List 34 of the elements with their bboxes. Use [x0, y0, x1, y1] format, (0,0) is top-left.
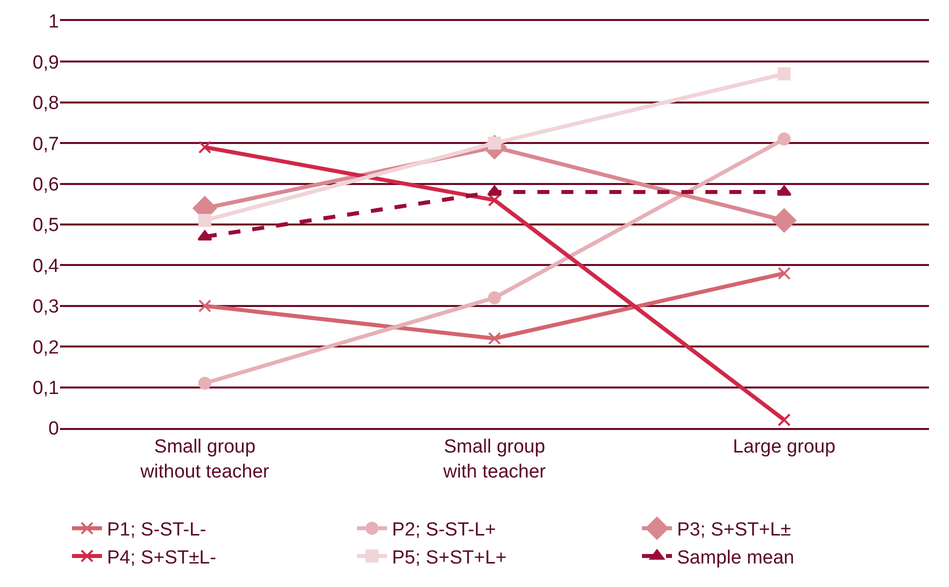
- point: [778, 67, 791, 80]
- point: [198, 140, 212, 154]
- point: [198, 214, 212, 227]
- point: [488, 332, 501, 345]
- y-tick-label: 0,3: [32, 296, 59, 318]
- point: [487, 185, 502, 196]
- y-tick-label: 0,5: [32, 215, 59, 236]
- y-tick-label: 0,9: [32, 52, 59, 74]
- legend-label: P2; S-ST-L+: [392, 520, 496, 541]
- point: [776, 185, 792, 196]
- point: [488, 291, 501, 304]
- x-tick-label: Large group: [732, 436, 836, 458]
- x-tick-label: Small group with teacher: [442, 436, 546, 482]
- legend-label: Sample mean: [677, 547, 794, 568]
- y-tick-label: 0,1: [32, 378, 59, 399]
- legend-label: P3; S+ST+L±: [677, 520, 791, 541]
- point: [198, 376, 212, 390]
- y-tick-label: 1: [48, 12, 59, 33]
- y-tick-label: 0: [48, 418, 59, 440]
- legend-label: P4; S+ST±L-: [107, 547, 216, 568]
- legend-label: P5; S+ST+L+: [392, 547, 507, 568]
- x-tick-label: Small group without teacher: [139, 436, 270, 482]
- point: [778, 132, 791, 146]
- point: [198, 299, 212, 312]
- point: [772, 208, 796, 232]
- y-tick-label: 0,7: [32, 134, 59, 155]
- y-tick-label: 0,8: [32, 93, 59, 114]
- point: [488, 194, 501, 207]
- point: [778, 266, 791, 280]
- y-tick-label: 0,4: [32, 256, 60, 277]
- legend-label: P1; S-ST-L-: [107, 520, 206, 541]
- y-tick-label: 0,6: [32, 174, 59, 196]
- y-tick-label: 0,2: [32, 337, 59, 358]
- point: [778, 413, 791, 426]
